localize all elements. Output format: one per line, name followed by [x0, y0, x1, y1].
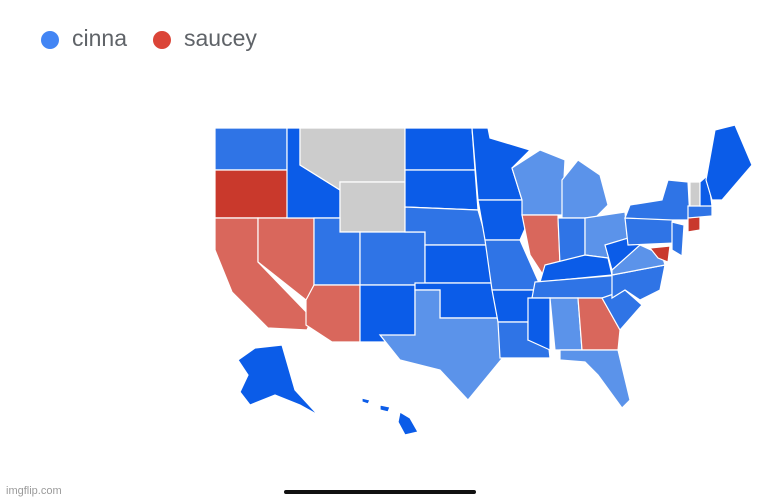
state	[549, 297, 583, 351]
state	[359, 284, 416, 343]
home-indicator	[284, 490, 476, 494]
legend-label: cinna	[72, 25, 127, 51]
state	[477, 199, 529, 241]
legend-marker	[152, 31, 171, 49]
state	[305, 284, 361, 343]
state	[404, 169, 479, 211]
legend: cinna saucey	[41, 25, 257, 51]
state	[539, 254, 613, 283]
state	[648, 245, 671, 263]
state	[361, 397, 371, 405]
state	[689, 181, 701, 207]
state	[404, 127, 476, 171]
state	[705, 124, 753, 201]
state	[378, 289, 506, 401]
state	[237, 344, 319, 416]
state	[214, 169, 291, 219]
us-map	[214, 124, 753, 436]
state	[424, 244, 493, 284]
legend-marker	[41, 31, 59, 49]
state	[339, 181, 406, 233]
state	[624, 217, 676, 246]
state	[397, 411, 419, 436]
state	[214, 127, 288, 171]
state	[687, 204, 713, 219]
state	[559, 349, 631, 409]
legend-label: saucey	[184, 25, 257, 51]
state	[671, 221, 685, 258]
watermark: imgflip.com	[6, 485, 62, 497]
state	[561, 159, 609, 219]
state	[527, 297, 551, 351]
state	[624, 179, 691, 221]
state	[379, 404, 391, 413]
state	[577, 297, 621, 351]
state	[359, 231, 426, 286]
